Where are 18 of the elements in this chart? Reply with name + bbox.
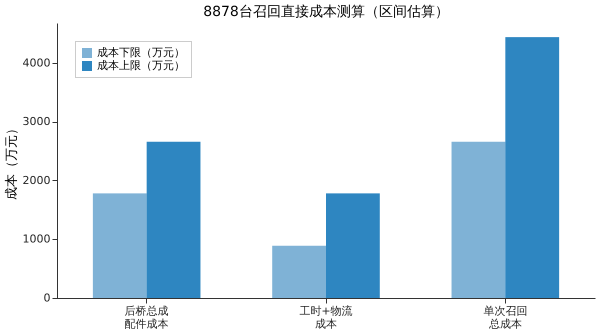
bar [452,142,506,298]
bar [326,193,380,298]
y-tick-label: 3000 [22,115,50,128]
y-tick-label: 0 [44,292,50,304]
chart-title: 8878台召回直接成本测算（区间估算） [203,4,449,20]
y-tick-label: 2000 [22,174,50,187]
bar [505,37,560,298]
legend-label: 成本上限（万元） [97,59,185,72]
bar [92,193,147,298]
x-tick-label: 后桥总成配件成本 [124,304,169,330]
bar [146,142,200,298]
y-axis-title: 成本（万元） [4,122,20,200]
y-tick-label: 4000 [22,56,50,70]
bar [272,246,326,298]
y-tick-label: 1000 [22,232,50,246]
x-tick-label: 单次召回总成本 [483,304,528,330]
legend-label: 成本下限（万元） [97,46,185,59]
x-tick-label: 工时+物流成本 [299,304,353,330]
